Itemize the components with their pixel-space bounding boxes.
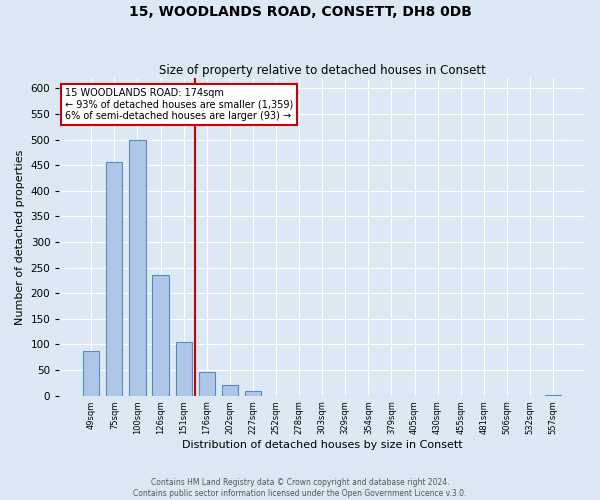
- Y-axis label: Number of detached properties: Number of detached properties: [15, 150, 25, 324]
- Title: Size of property relative to detached houses in Consett: Size of property relative to detached ho…: [159, 64, 485, 77]
- Text: Contains HM Land Registry data © Crown copyright and database right 2024.
Contai: Contains HM Land Registry data © Crown c…: [133, 478, 467, 498]
- Text: 15 WOODLANDS ROAD: 174sqm
← 93% of detached houses are smaller (1,359)
6% of sem: 15 WOODLANDS ROAD: 174sqm ← 93% of detac…: [65, 88, 293, 121]
- Bar: [245, 390, 261, 396]
- Bar: [199, 372, 215, 396]
- Bar: [83, 350, 100, 396]
- Bar: [106, 162, 122, 396]
- Text: 15, WOODLANDS ROAD, CONSETT, DH8 0DB: 15, WOODLANDS ROAD, CONSETT, DH8 0DB: [128, 5, 472, 19]
- Bar: [222, 386, 238, 396]
- X-axis label: Distribution of detached houses by size in Consett: Distribution of detached houses by size …: [182, 440, 463, 450]
- Bar: [130, 140, 146, 396]
- Bar: [176, 342, 192, 396]
- Bar: [152, 275, 169, 396]
- Bar: [545, 394, 561, 396]
